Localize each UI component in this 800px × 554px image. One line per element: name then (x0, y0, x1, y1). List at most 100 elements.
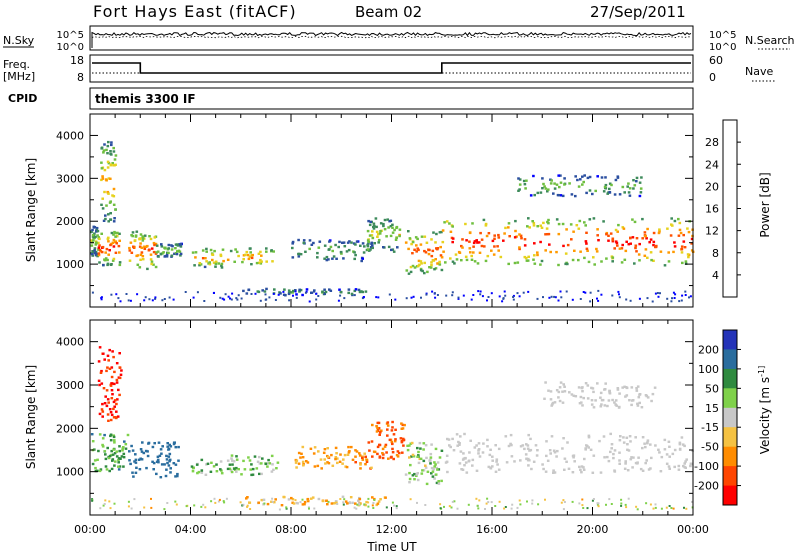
data-cell (106, 398, 110, 401)
data-cell (112, 407, 115, 411)
data-cell (106, 160, 110, 163)
data-cell (513, 261, 517, 265)
data-cell (638, 401, 641, 405)
data-cell (373, 450, 377, 454)
data-cell (667, 260, 671, 263)
data-cell (519, 234, 523, 237)
data-cell (353, 294, 356, 297)
data-cell (603, 388, 606, 391)
data-cell (610, 447, 613, 450)
data-cell (454, 253, 458, 256)
data-cell (217, 500, 220, 503)
data-cell (437, 480, 440, 483)
data-cell (391, 426, 394, 429)
data-cell (102, 149, 106, 152)
data-cell (641, 469, 645, 472)
data-cell (513, 236, 517, 239)
data-cell (533, 254, 536, 257)
data-cell (294, 290, 297, 293)
data-cell (536, 191, 540, 195)
data-cell (596, 503, 599, 506)
nave-tick-high: 60 (709, 54, 723, 67)
beam-title: Beam 02 (355, 3, 422, 21)
data-cell (617, 406, 621, 409)
data-cell (611, 256, 615, 259)
data-cell (321, 499, 325, 503)
data-cell (336, 503, 339, 505)
data-cell (138, 245, 142, 248)
x-axis-label: Time UT (366, 540, 417, 554)
data-cell (451, 437, 454, 441)
data-cell (219, 460, 223, 463)
data-cell (637, 456, 640, 459)
data-cell (449, 445, 452, 449)
data-cell (96, 254, 99, 258)
data-cell (523, 238, 527, 241)
data-cell (434, 463, 437, 466)
data-cell (196, 291, 199, 294)
data-cell (265, 298, 268, 301)
data-cell (627, 449, 631, 452)
data-cell (344, 500, 348, 503)
data-cell (278, 508, 281, 511)
data-cell (394, 238, 398, 241)
data-cell (645, 394, 649, 398)
data-cell (486, 497, 489, 500)
data-cell (657, 231, 661, 235)
data-cell (118, 449, 121, 453)
data-cell (613, 469, 616, 472)
data-cell (417, 264, 420, 268)
data-cell (114, 416, 117, 419)
data-cell (391, 442, 394, 446)
data-cell (430, 472, 433, 475)
data-cell (270, 249, 273, 252)
data-cell (134, 458, 138, 461)
data-cell (546, 220, 549, 224)
data-cell (265, 260, 268, 263)
data-cell (618, 193, 622, 196)
data-cell (175, 252, 179, 256)
data-cell (320, 467, 323, 470)
data-cell (486, 445, 489, 448)
data-cell (351, 458, 355, 461)
freq-panel: Freq. [MHz] 18 8 60 0 Nave (3, 54, 775, 84)
data-cell (448, 222, 451, 225)
data-cell (413, 248, 416, 251)
data-cell (621, 243, 624, 247)
data-cell (242, 503, 245, 506)
data-cell (386, 424, 390, 427)
data-cell (631, 218, 634, 221)
data-cell (573, 249, 576, 252)
data-cell (610, 183, 613, 187)
data-cell (531, 220, 534, 223)
data-cell (623, 258, 627, 261)
data-cell (107, 253, 110, 256)
data-cell (304, 291, 307, 294)
data-cell (122, 465, 125, 468)
data-cell (472, 251, 475, 254)
data-cell (624, 395, 627, 398)
data-cell (308, 247, 311, 251)
data-cell (101, 207, 105, 210)
data-cell (635, 505, 638, 508)
data-cell (102, 352, 105, 355)
data-cell (231, 463, 234, 466)
data-cell (130, 251, 134, 254)
data-cell (193, 264, 196, 267)
y-tick-label: 3000 (56, 379, 84, 392)
data-cell (127, 505, 130, 508)
data-cell (631, 236, 635, 239)
data-cell (523, 255, 527, 259)
data-cell (108, 348, 111, 352)
data-cell (515, 235, 518, 238)
data-cell (652, 507, 655, 510)
data-cell (118, 251, 121, 254)
data-cell (316, 256, 319, 259)
data-cell (354, 455, 357, 458)
data-cell (668, 455, 671, 458)
cpid-value: themis 3300 IF (95, 92, 196, 106)
data-cell (423, 235, 427, 238)
data-cell (607, 234, 610, 237)
data-cell (348, 450, 351, 453)
data-cell (618, 459, 621, 462)
